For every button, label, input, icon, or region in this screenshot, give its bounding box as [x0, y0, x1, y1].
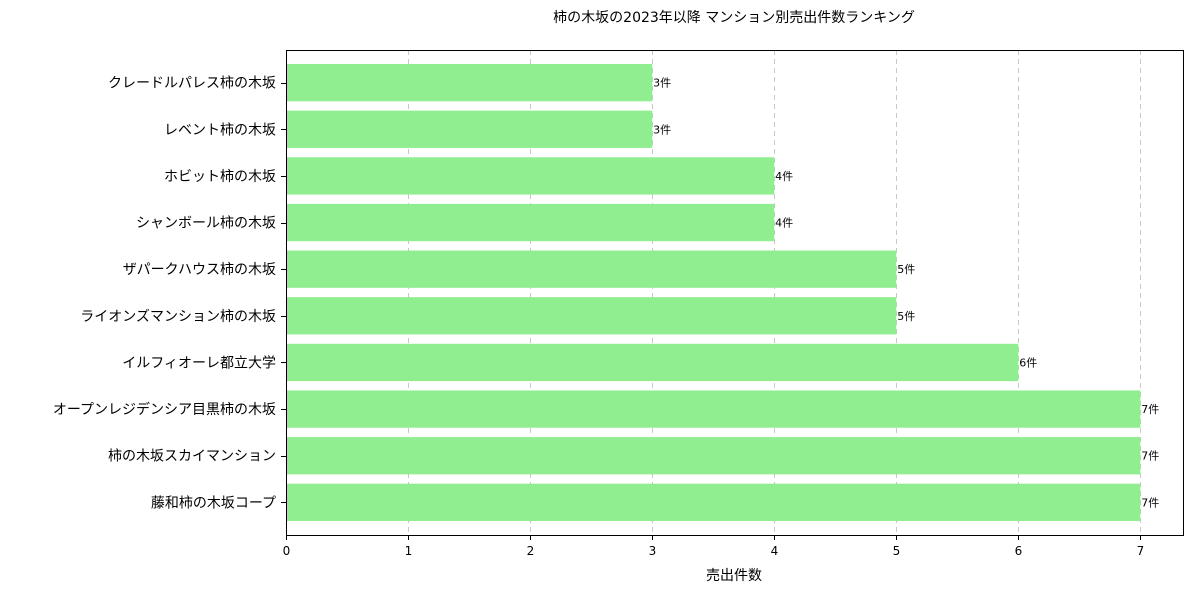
bar-data-label: 3件 — [653, 77, 671, 90]
chart-title: 柿の木坂の2023年以降 マンション別売出件数ランキング — [553, 9, 915, 26]
bar-data-label: 7件 — [1141, 450, 1159, 463]
y-category-label: クレードルパレス柿の木坂 — [108, 75, 276, 92]
y-category-label: イルフィオーレ都立大学 — [122, 355, 276, 371]
plot-frame — [286, 50, 1184, 536]
bar-data-label: 4件 — [775, 170, 793, 183]
bar-data-label: 4件 — [775, 217, 793, 230]
x-axis-label: 売出件数 — [706, 568, 762, 584]
bar — [286, 437, 1141, 475]
y-axis: 藤和柿の木坂コープ 柿の木坂スカイマンション オープンレジデンシア目黒柿の木坂 イルフ… — [53, 75, 286, 511]
bar-data-label: 5件 — [897, 310, 915, 323]
bar — [286, 203, 775, 242]
x-tick-label: 3 — [649, 544, 657, 558]
labels-layer: 7件 7件 7件 6件 5件 5件 4件 4件 3件 3件 — [653, 77, 1159, 510]
bar-data-label: 7件 — [1141, 403, 1159, 416]
x-tick-label: 2 — [527, 544, 535, 558]
y-category-label: ライオンズマンション柿の木坂 — [80, 308, 276, 325]
bar — [286, 343, 1019, 382]
bar-data-label: 3件 — [653, 123, 671, 136]
bar-data-label: 7件 — [1141, 496, 1159, 509]
x-tick-label: 6 — [1015, 544, 1023, 558]
y-category-label: レベント柿の木坂 — [164, 121, 276, 138]
y-category-label: ザパークハウス柿の木坂 — [123, 261, 276, 278]
bar — [286, 390, 1141, 428]
bar — [286, 63, 653, 102]
bar-data-label: 5件 — [897, 263, 915, 276]
x-axis: 0 1 2 3 4 5 6 7 — [283, 535, 1145, 558]
bar — [286, 250, 897, 288]
bars-layer — [286, 63, 1141, 522]
y-category-label: シャンボール柿の木坂 — [136, 215, 276, 232]
y-category-label: ホビット柿の木坂 — [164, 168, 276, 185]
x-tick-label: 7 — [1137, 544, 1145, 558]
bar — [286, 483, 1141, 522]
y-category-label: オープンレジデンシア目黒柿の木坂 — [53, 401, 276, 418]
bar — [286, 110, 653, 148]
x-tick-label: 4 — [771, 544, 779, 558]
x-tick-label: 1 — [405, 544, 413, 558]
x-tick-label: 0 — [283, 544, 291, 558]
y-category-label: 柿の木坂スカイマンション — [108, 448, 276, 465]
bar — [286, 157, 775, 195]
bar-data-label: 6件 — [1019, 356, 1037, 369]
bar — [286, 297, 897, 335]
x-tick-label: 5 — [893, 544, 901, 558]
y-category-label: 藤和柿の木坂コープ — [151, 494, 276, 511]
